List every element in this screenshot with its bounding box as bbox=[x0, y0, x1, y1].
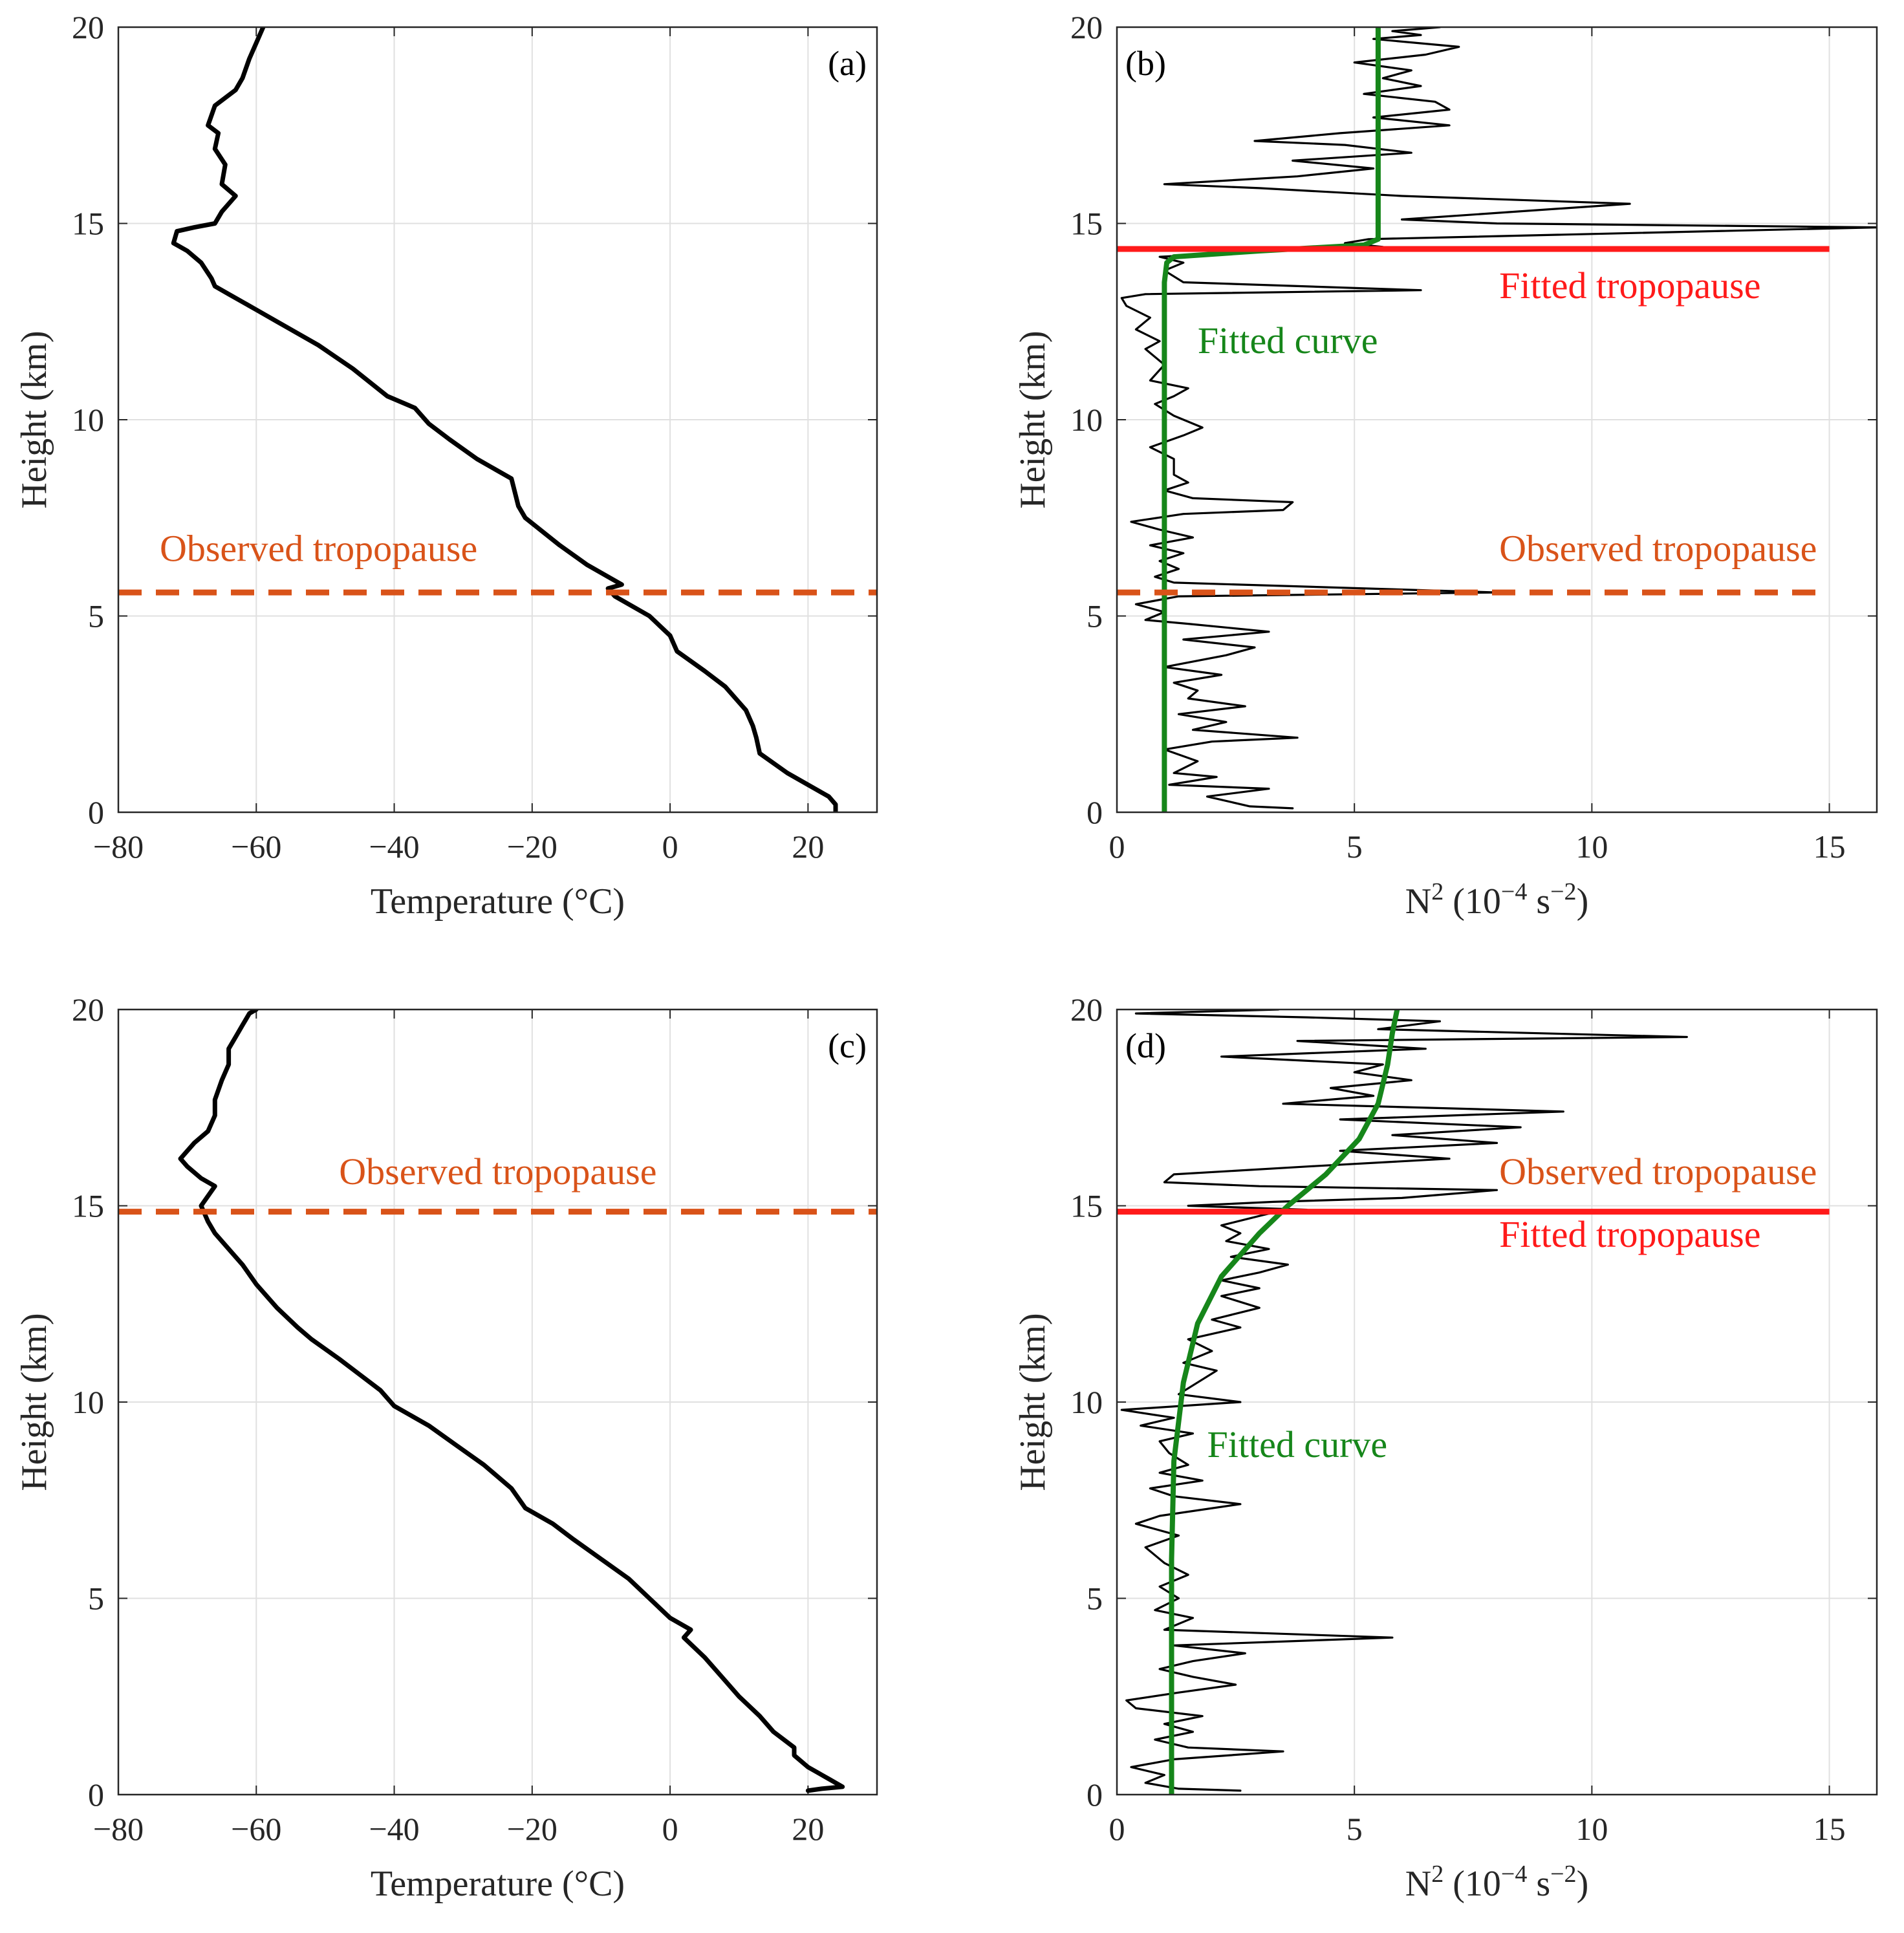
x-label-part: s bbox=[1527, 881, 1550, 922]
x-tick-label: −60 bbox=[231, 1811, 281, 1847]
data-layer bbox=[1117, 27, 1877, 812]
x-tick-label: 0 bbox=[662, 828, 678, 865]
observed-tropopause-label: Observed tropopause bbox=[339, 1150, 656, 1193]
fitted-curve-line bbox=[1162, 27, 1381, 812]
axes-frame bbox=[117, 1008, 878, 1796]
x-label-sup: −4 bbox=[1501, 1861, 1527, 1888]
x-tick-label: 5 bbox=[1347, 1811, 1363, 1847]
y-tick-label: 15 bbox=[1070, 206, 1103, 242]
n2-profile-line bbox=[1120, 27, 1877, 810]
panel-tag: (b) bbox=[1125, 44, 1166, 83]
panel-tag: (d) bbox=[1125, 1026, 1166, 1065]
data-layer bbox=[118, 1010, 877, 1793]
data-layer bbox=[118, 27, 877, 812]
x-label-part: ) bbox=[1577, 881, 1589, 922]
y-tick-label: 10 bbox=[1070, 402, 1103, 438]
y-tick-label: 5 bbox=[88, 1581, 104, 1617]
x-tick-label: 15 bbox=[1813, 828, 1846, 865]
y-axis-label: Height (km) bbox=[14, 330, 54, 508]
axes-frame bbox=[1116, 26, 1878, 814]
y-tick-label: 20 bbox=[1070, 9, 1103, 45]
x-label-sup: −2 bbox=[1550, 1861, 1576, 1888]
y-tick-label: 0 bbox=[88, 1776, 104, 1813]
fitted-tropopause-label: Fitted tropopause bbox=[1499, 265, 1760, 307]
fitted-curve-line bbox=[1169, 1010, 1400, 1795]
x-axis-label: Temperature (°C) bbox=[371, 1864, 625, 1904]
x-label-part: s bbox=[1527, 1864, 1550, 1904]
fitted-curve-label: Fitted curve bbox=[1207, 1423, 1388, 1465]
y-tick-label: 0 bbox=[88, 794, 104, 830]
x-label-sup: 2 bbox=[1431, 1861, 1444, 1888]
temperature-profile-line bbox=[171, 27, 838, 812]
x-label-sup: 2 bbox=[1431, 878, 1444, 905]
x-label-sup: −2 bbox=[1550, 878, 1576, 905]
x-tick-label: 10 bbox=[1575, 1811, 1608, 1847]
x-tick-label: −40 bbox=[369, 1811, 419, 1847]
x-tick-label: −80 bbox=[93, 1811, 144, 1847]
y-tick-label: 5 bbox=[1087, 1581, 1103, 1617]
fitted-tropopause-label: Fitted tropopause bbox=[1499, 1213, 1760, 1255]
x-axis-label: Temperature (°C) bbox=[371, 881, 625, 922]
y-tick-label: 15 bbox=[72, 1188, 104, 1224]
x-label-part: (10 bbox=[1444, 1864, 1501, 1904]
x-tick-label: 20 bbox=[792, 1811, 824, 1847]
x-axis-label: N2 (10−4 s−2) bbox=[1405, 1861, 1588, 1904]
y-axis-label: Height (km) bbox=[14, 1313, 54, 1491]
x-label-sup: −4 bbox=[1501, 878, 1527, 905]
x-axis-label: N2 (10−4 s−2) bbox=[1405, 878, 1588, 922]
fitted-curve-label: Fitted curve bbox=[1198, 319, 1378, 362]
y-axis-label: Height (km) bbox=[1013, 1313, 1053, 1491]
y-tick-label: 15 bbox=[1070, 1188, 1103, 1224]
temperature-profile-line bbox=[178, 1010, 845, 1793]
x-tick-label: 10 bbox=[1575, 828, 1608, 865]
x-tick-label: −80 bbox=[93, 828, 144, 865]
x-tick-label: −20 bbox=[507, 1811, 557, 1847]
x-tick-label: 20 bbox=[792, 828, 824, 865]
panel-1: 0 5 10 15 0 5 10 15 20 Height (km) N2 (10−4 s−2) Fi… bbox=[1013, 9, 1878, 922]
x-tick-label: 0 bbox=[1109, 1811, 1125, 1847]
y-tick-label: 10 bbox=[72, 1384, 104, 1420]
axes-frame bbox=[1116, 1008, 1878, 1796]
n2-profile-line bbox=[1120, 1010, 1688, 1792]
y-tick-label: 5 bbox=[88, 598, 104, 634]
y-tick-label: 0 bbox=[1087, 1776, 1103, 1813]
observed-tropopause-label: Observed tropopause bbox=[1499, 528, 1817, 570]
observed-tropopause-label: Observed tropopause bbox=[1499, 1150, 1817, 1193]
x-tick-label: 5 bbox=[1347, 828, 1363, 865]
x-label-part: ) bbox=[1577, 1864, 1589, 1904]
observed-tropopause-label: Observed tropopause bbox=[160, 528, 477, 570]
y-tick-label: 20 bbox=[1070, 991, 1103, 1028]
y-tick-label: 20 bbox=[72, 991, 104, 1028]
x-label-part: (10 bbox=[1444, 881, 1501, 922]
y-tick-label: 10 bbox=[72, 402, 104, 438]
panel-tag: (a) bbox=[828, 44, 867, 83]
y-tick-label: 5 bbox=[1087, 598, 1103, 634]
x-tick-label: 0 bbox=[1109, 828, 1125, 865]
x-tick-label: −20 bbox=[507, 828, 557, 865]
x-tick-label: 15 bbox=[1813, 1811, 1846, 1847]
panel-0: −80 −60 −40 −20 0 20 0 5 10 15 20 Height (km) Temper… bbox=[14, 9, 878, 922]
panel-2: −80 −60 −40 −20 0 20 0 5 10 15 20 Height (km) Temper… bbox=[14, 991, 878, 1904]
y-axis-label: Height (km) bbox=[1013, 330, 1053, 508]
data-layer bbox=[1117, 1010, 1830, 1795]
x-tick-label: −60 bbox=[231, 828, 281, 865]
panel-tag: (c) bbox=[828, 1026, 867, 1065]
y-tick-label: 10 bbox=[1070, 1384, 1103, 1420]
panel-3: 0 5 10 15 0 5 10 15 20 Height (km) N2 (10−4 s−2) Ob… bbox=[1013, 991, 1878, 1904]
x-label-base: N bbox=[1405, 1864, 1431, 1904]
axes-frame bbox=[117, 26, 878, 814]
x-label-base: N bbox=[1405, 881, 1431, 922]
y-tick-label: 15 bbox=[72, 206, 104, 242]
x-tick-label: −40 bbox=[369, 828, 419, 865]
y-tick-label: 20 bbox=[72, 9, 104, 45]
y-tick-label: 0 bbox=[1087, 794, 1103, 830]
x-tick-label: 0 bbox=[662, 1811, 678, 1847]
